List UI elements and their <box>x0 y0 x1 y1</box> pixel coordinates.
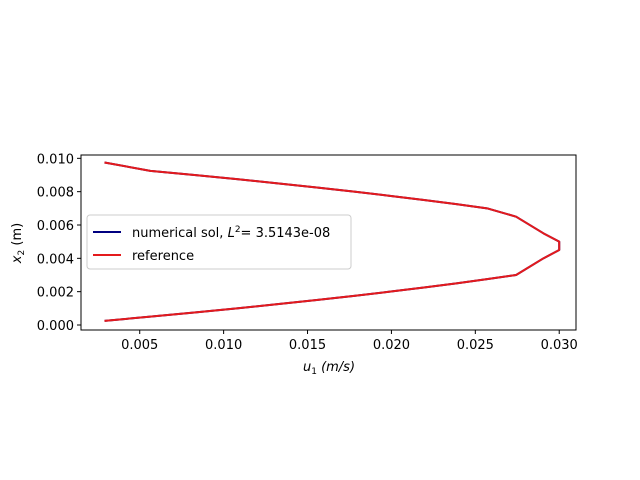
legend: numerical sol, L2= 3.5143e-08 reference <box>86 214 352 270</box>
x-tick-label: 0.020 <box>373 338 410 353</box>
series-line-reference <box>104 161 561 322</box>
legend-label-reference: reference <box>132 249 194 264</box>
y-tick-label: 0.008 <box>37 186 74 201</box>
x-axis-label: u1 (m/s) <box>303 360 355 377</box>
x-tick-label: 0.015 <box>289 338 326 353</box>
y-tick-label: 0.010 <box>37 152 74 167</box>
y-tick-label: 0.006 <box>37 219 74 234</box>
y-tick-label: 0.002 <box>37 286 74 301</box>
x-tick-label: 0.025 <box>457 338 494 353</box>
x-tick-label: 0.030 <box>541 338 578 353</box>
y-axis-label: x2 (m) <box>10 223 27 264</box>
legend-box <box>86 214 352 270</box>
plot-frame <box>80 154 577 331</box>
y-tick-label: 0.004 <box>37 252 74 267</box>
x-axis: 0.005 0.010 0.015 0.020 0.025 0.030 <box>121 330 578 353</box>
legend-label-numerical: numerical sol, L2= 3.5143e-08 <box>132 225 330 241</box>
plot-area <box>80 154 577 331</box>
x-tick-label: 0.005 <box>121 338 158 353</box>
y-axis: 0.000 0.002 0.004 0.006 0.008 0.010 <box>37 152 81 334</box>
y-tick-label: 0.000 <box>37 319 74 334</box>
x-tick-label: 0.010 <box>205 338 242 353</box>
